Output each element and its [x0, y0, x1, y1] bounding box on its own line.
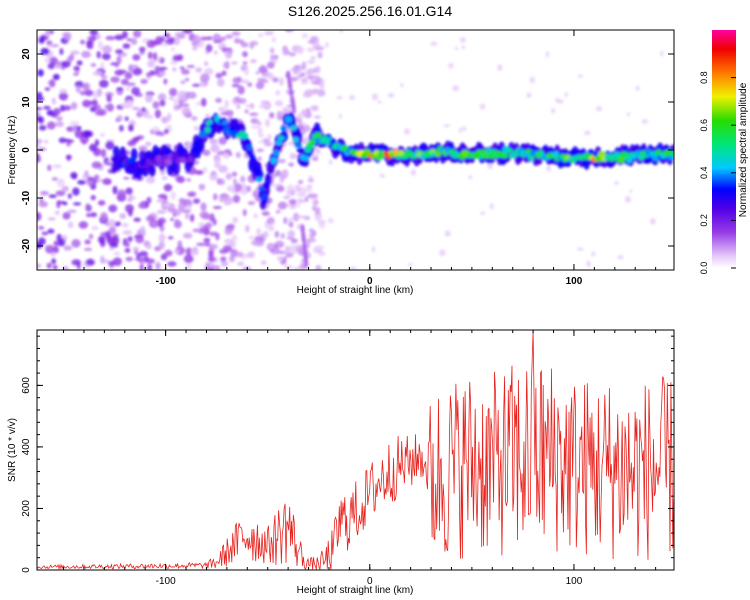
- spectrogram-y-tick-label: -10: [21, 190, 32, 205]
- colorbar-tick-label: 0.0: [699, 262, 709, 275]
- spectrogram-y-tick-label: 10: [21, 96, 32, 108]
- colorbar-tick-label: 0.4: [699, 167, 709, 180]
- snr-x-tick-label: 0: [367, 576, 373, 587]
- spectrogram-y-label: Frequency (Hz): [7, 116, 18, 185]
- colorbar-tick-label: 0.2: [699, 214, 709, 227]
- colorbar-scale: [712, 30, 736, 268]
- spectrogram-frame: [36, 29, 675, 271]
- snr-background: [37, 330, 674, 570]
- snr-x-label: Height of straight line (km): [297, 585, 414, 596]
- spectrogram-image: [37, 30, 674, 270]
- snr-y-tick-label: 200: [21, 500, 32, 517]
- snr-x-tick-label: -100: [156, 576, 176, 587]
- colorbar-ticks: 0.0 0.2 0.4 0.6 0.8: [699, 71, 736, 274]
- snr-y-tick-label: 400: [21, 438, 32, 455]
- spectrogram-y-tick-label: 0: [21, 147, 32, 153]
- spectrogram-x-tick-label: 100: [566, 276, 583, 287]
- spectrogram-y-tick-label: 20: [21, 48, 32, 60]
- colorbar-tick-label: 0.6: [699, 119, 709, 132]
- colorbar: 0.0 0.2 0.4 0.6 0.8 Normalized spectral ampl…: [699, 30, 749, 274]
- snr-y-label: SNR (10 * v/v): [7, 418, 18, 482]
- figure-title: S126.2025.256.16.01.G14: [288, 3, 452, 19]
- colorbar-tick-label: 0.8: [699, 71, 709, 84]
- spectrogram-x-tick-label: -100: [156, 276, 176, 287]
- snr-y-tick-label: 0: [21, 567, 32, 573]
- spectrogram-x-label: Height of straight line (km): [297, 285, 414, 296]
- colorbar-label: Normalized spectral amplitude: [738, 82, 749, 217]
- snr-frame: [36, 329, 675, 571]
- snr-panel: -100 0 100 0 200 400 600 Height of straight li…: [7, 329, 675, 596]
- snr-series-line: [37, 330, 674, 570]
- spectrogram-x-tick-label: 0: [367, 276, 373, 287]
- spectrogram-y-tick-label: -20: [21, 238, 32, 253]
- snr-x-tick-label: 100: [566, 576, 583, 587]
- snr-y-tick-label: 600: [21, 377, 32, 394]
